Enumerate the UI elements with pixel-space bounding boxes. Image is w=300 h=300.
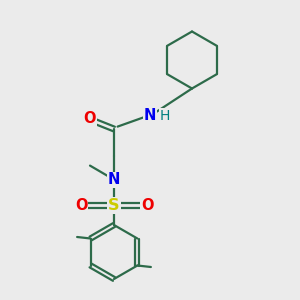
Text: N: N [144, 108, 156, 123]
Text: H: H [160, 109, 170, 122]
Text: S: S [108, 198, 120, 213]
Text: O: O [84, 111, 96, 126]
Text: O: O [141, 198, 153, 213]
Text: O: O [75, 198, 87, 213]
Text: N: N [108, 172, 120, 188]
